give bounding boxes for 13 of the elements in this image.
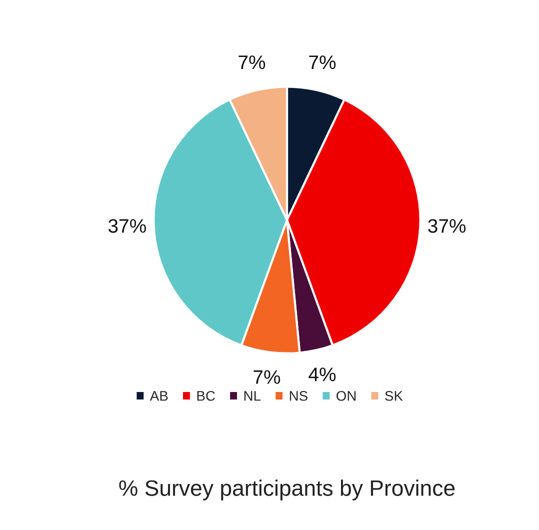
legend-label: ON	[336, 390, 356, 401]
data-label: 7%	[254, 370, 280, 384]
legend-label: SK	[385, 390, 403, 401]
data-label: 4%	[308, 368, 336, 382]
data-label: 37%	[108, 219, 146, 233]
legend-label: NS	[290, 390, 308, 401]
legend-label: NL	[244, 391, 261, 401]
data-label: 7%	[309, 55, 336, 70]
legend-label: BC	[197, 390, 215, 401]
data-label: 37%	[428, 219, 466, 233]
legend-label: AB	[150, 391, 168, 401]
text: % Survey participants by Province	[119, 480, 455, 500]
data-label: 7%	[238, 55, 266, 70]
